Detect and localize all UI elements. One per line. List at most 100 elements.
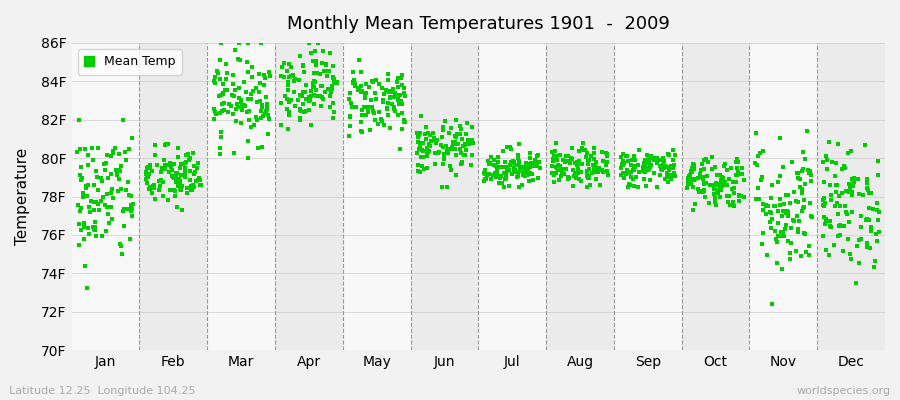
Point — [785, 159, 799, 165]
Point — [458, 152, 473, 158]
Point — [308, 48, 322, 55]
Point — [369, 96, 383, 102]
Point — [449, 130, 464, 137]
Point — [395, 100, 410, 107]
Point — [795, 208, 809, 214]
Point — [756, 229, 770, 236]
Point — [486, 172, 500, 178]
Point — [294, 108, 309, 114]
Point — [752, 150, 767, 156]
Point — [790, 169, 805, 176]
Point — [829, 189, 843, 195]
Point — [592, 182, 607, 188]
Point — [522, 178, 536, 185]
Point — [166, 187, 181, 194]
Point — [699, 173, 714, 179]
Point — [256, 112, 270, 119]
Point — [515, 164, 529, 170]
Point — [446, 141, 461, 148]
Point — [562, 160, 577, 167]
Point — [632, 168, 646, 175]
Point — [507, 158, 521, 165]
Point — [386, 86, 400, 92]
Point — [715, 178, 729, 185]
Bar — [817, 43, 885, 350]
Point — [590, 176, 604, 182]
Point — [410, 134, 425, 140]
Point — [110, 172, 124, 178]
Point — [560, 158, 574, 164]
Point — [482, 160, 497, 167]
Point — [752, 185, 766, 191]
Point — [622, 181, 636, 187]
Point — [114, 186, 129, 192]
Point — [240, 109, 255, 115]
Point — [500, 164, 515, 170]
Point — [870, 157, 885, 164]
Point — [147, 185, 161, 192]
Point — [663, 176, 678, 182]
Point — [116, 223, 130, 230]
Point — [590, 167, 604, 173]
Point — [237, 102, 251, 109]
Point — [775, 232, 789, 239]
Point — [666, 164, 680, 171]
Point — [98, 166, 112, 173]
Point — [424, 138, 438, 144]
Point — [508, 162, 522, 168]
Point — [714, 177, 728, 183]
Point — [166, 174, 181, 181]
Point — [500, 167, 515, 174]
Point — [615, 161, 629, 168]
Point — [642, 166, 656, 172]
Point — [860, 216, 874, 222]
Point — [824, 224, 838, 230]
Point — [254, 40, 268, 46]
Point — [851, 236, 866, 243]
Point — [224, 103, 238, 109]
Point — [531, 159, 545, 166]
Point — [106, 194, 121, 201]
Point — [832, 223, 847, 229]
Point — [491, 159, 506, 165]
Point — [489, 163, 503, 169]
Point — [666, 157, 680, 164]
Point — [86, 224, 100, 230]
Point — [461, 136, 475, 143]
Point — [88, 232, 103, 239]
Point — [662, 165, 677, 172]
Point — [600, 153, 615, 159]
Point — [517, 168, 531, 175]
Point — [70, 148, 85, 155]
Point — [552, 166, 566, 172]
Legend: Mean Temp: Mean Temp — [78, 49, 182, 75]
Point — [720, 167, 734, 174]
Point — [760, 202, 774, 209]
Point — [771, 208, 786, 214]
Point — [304, 50, 319, 56]
Point — [342, 96, 356, 102]
Point — [662, 166, 677, 173]
Point — [382, 124, 397, 131]
Point — [845, 176, 859, 182]
Point — [504, 160, 518, 166]
Point — [527, 157, 542, 164]
Point — [872, 209, 886, 215]
Point — [186, 183, 201, 190]
Point — [640, 151, 654, 158]
Point — [246, 88, 260, 94]
Point — [585, 170, 599, 176]
Point — [307, 78, 321, 84]
Point — [714, 184, 728, 190]
Point — [464, 124, 479, 130]
Point — [238, 103, 252, 109]
Point — [728, 159, 742, 165]
Point — [735, 165, 750, 171]
Point — [511, 170, 526, 176]
Point — [323, 92, 338, 99]
Point — [638, 159, 652, 166]
Point — [112, 151, 126, 158]
Point — [763, 195, 778, 201]
Point — [219, 61, 233, 68]
Point — [775, 266, 789, 273]
